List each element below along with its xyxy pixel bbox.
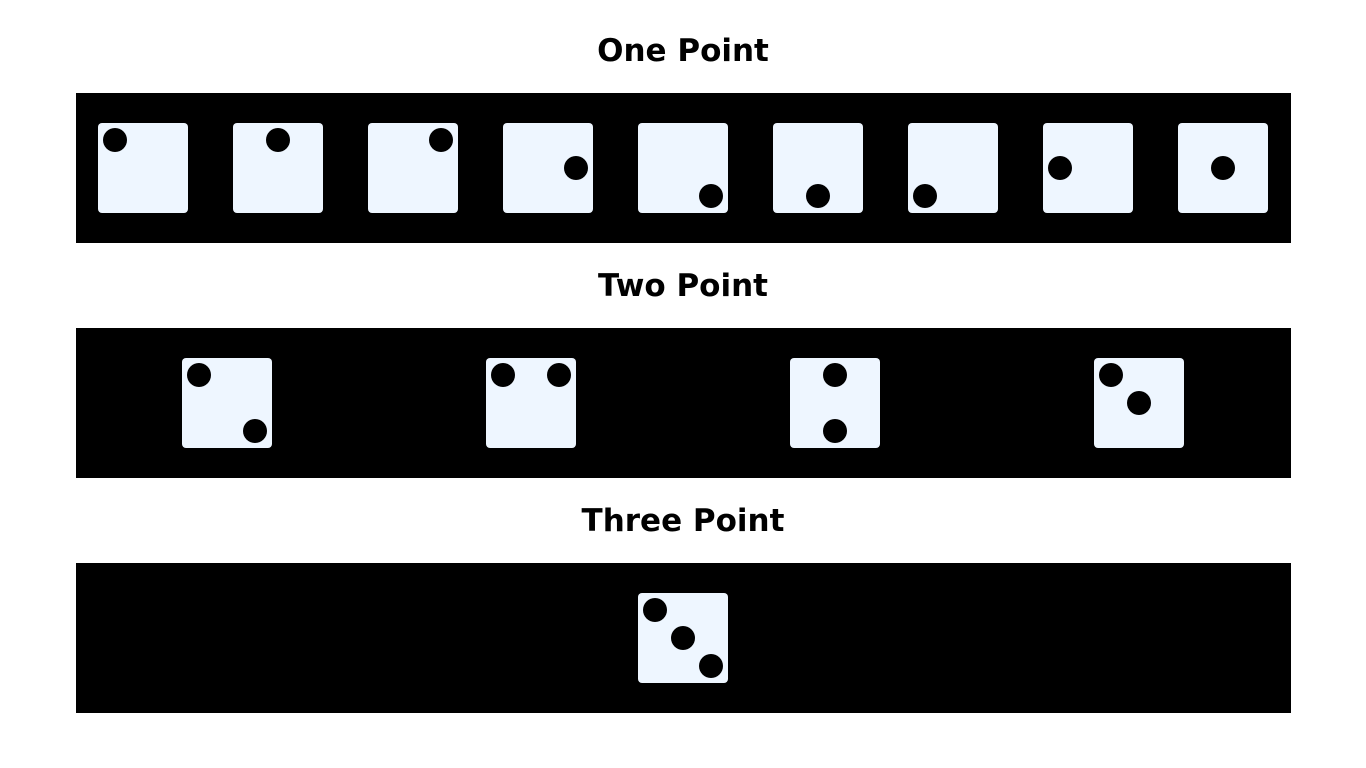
section-title-three-point: Three Point [581, 503, 785, 539]
pip-mc [1127, 391, 1151, 415]
pip-tl [1099, 363, 1123, 387]
pip-bl [913, 184, 937, 208]
die-one-point-5 [638, 123, 728, 213]
die-two-point-1 [182, 358, 272, 448]
die-three-point-1 [638, 593, 728, 683]
pip-tr [429, 128, 453, 152]
die-two-point-2 [486, 358, 576, 448]
pip-mc [671, 626, 695, 650]
die-one-point-8 [1043, 123, 1133, 213]
pip-tl [491, 363, 515, 387]
pip-tc [266, 128, 290, 152]
die-two-point-3 [790, 358, 880, 448]
pip-bc [823, 419, 847, 443]
pip-tl [643, 598, 667, 622]
section-title-two-point: Two Point [597, 268, 768, 304]
dice-band-two-point [76, 328, 1291, 478]
die-one-point-7 [908, 123, 998, 213]
die-one-point-2 [233, 123, 323, 213]
die-one-point-4 [503, 123, 593, 213]
dice-band-three-point [76, 563, 1291, 713]
pip-br [699, 654, 723, 678]
die-two-point-4 [1094, 358, 1184, 448]
pip-tc [823, 363, 847, 387]
dice-band-one-point [76, 93, 1291, 243]
pip-mr [564, 156, 588, 180]
section-title-one-point: One Point [597, 33, 769, 69]
pip-br [243, 419, 267, 443]
die-one-point-6 [773, 123, 863, 213]
die-one-point-1 [98, 123, 188, 213]
pip-tl [187, 363, 211, 387]
pip-br [699, 184, 723, 208]
die-one-point-3 [368, 123, 458, 213]
pip-ml [1048, 156, 1072, 180]
pip-bc [806, 184, 830, 208]
pip-tr [547, 363, 571, 387]
pip-mc [1211, 156, 1235, 180]
die-one-point-9 [1178, 123, 1268, 213]
pip-tl [103, 128, 127, 152]
